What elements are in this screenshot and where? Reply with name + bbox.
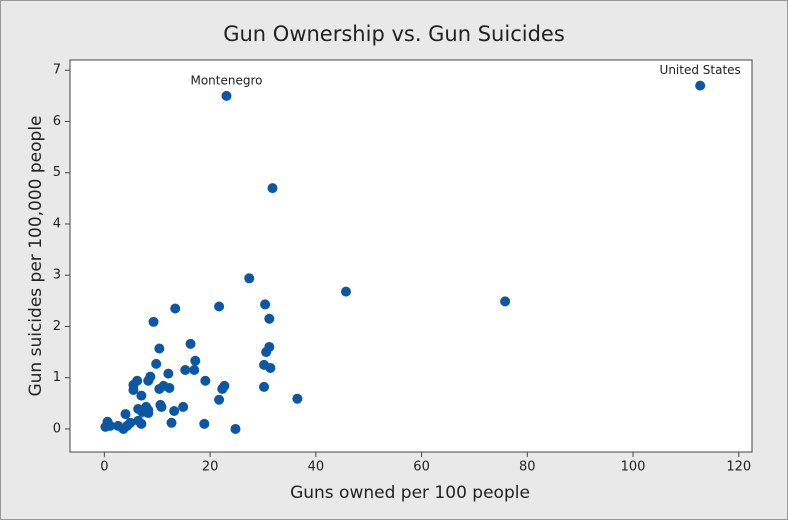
x-tick-label: 60 — [413, 460, 430, 475]
point — [221, 90, 232, 101]
point — [163, 368, 174, 379]
point — [230, 423, 241, 434]
x-tick-label: 80 — [519, 460, 536, 475]
point — [120, 409, 131, 420]
point — [340, 286, 351, 297]
x-tick-label: 100 — [621, 460, 646, 475]
plot-area — [69, 59, 753, 453]
point — [500, 296, 511, 307]
point — [217, 383, 228, 394]
point — [100, 421, 111, 432]
y-tick-label: 6 — [53, 114, 61, 129]
point — [695, 80, 706, 91]
point-label: Montenegro — [190, 73, 262, 87]
y-tick-label: 7 — [53, 63, 61, 78]
point — [178, 401, 189, 412]
point — [169, 406, 180, 417]
point — [190, 355, 201, 366]
point — [292, 393, 303, 404]
y-tick-label: 1 — [53, 370, 61, 385]
point — [199, 418, 210, 429]
point-label: United States — [660, 63, 741, 77]
point — [244, 273, 255, 284]
chart-title: Gun Ownership vs. Gun Suicides — [223, 22, 565, 46]
point — [136, 390, 147, 401]
point — [154, 383, 165, 394]
point — [259, 381, 270, 392]
point — [214, 394, 225, 405]
x-tick-label: 20 — [202, 460, 219, 475]
y-tick-label: 4 — [53, 216, 61, 231]
point — [267, 183, 278, 194]
point — [166, 417, 177, 428]
x-axis-label: Guns owned per 100 people — [290, 483, 530, 503]
y-tick-label: 0 — [53, 421, 61, 436]
y-tick-label: 5 — [53, 165, 61, 180]
point — [154, 343, 165, 354]
point — [214, 301, 225, 312]
y-tick-label: 3 — [53, 268, 61, 283]
point — [164, 382, 175, 393]
y-axis-label: Gun suicides per 100,000 people — [26, 115, 46, 396]
point — [264, 313, 275, 324]
point — [151, 358, 162, 369]
x-tick-label: 120 — [726, 460, 751, 475]
x-tick-label: 40 — [308, 460, 325, 475]
point — [143, 375, 154, 386]
y-tick-label: 2 — [53, 319, 61, 334]
point — [185, 338, 196, 349]
point — [170, 303, 181, 314]
point — [128, 384, 139, 395]
point — [143, 404, 154, 415]
point — [156, 401, 167, 412]
point — [260, 299, 271, 310]
point — [148, 316, 159, 327]
point — [200, 375, 211, 386]
point — [261, 347, 272, 358]
point — [133, 415, 144, 426]
point — [113, 420, 124, 431]
point — [189, 365, 200, 376]
x-tick-label: 0 — [100, 460, 108, 475]
point — [265, 362, 276, 373]
point — [180, 365, 191, 376]
